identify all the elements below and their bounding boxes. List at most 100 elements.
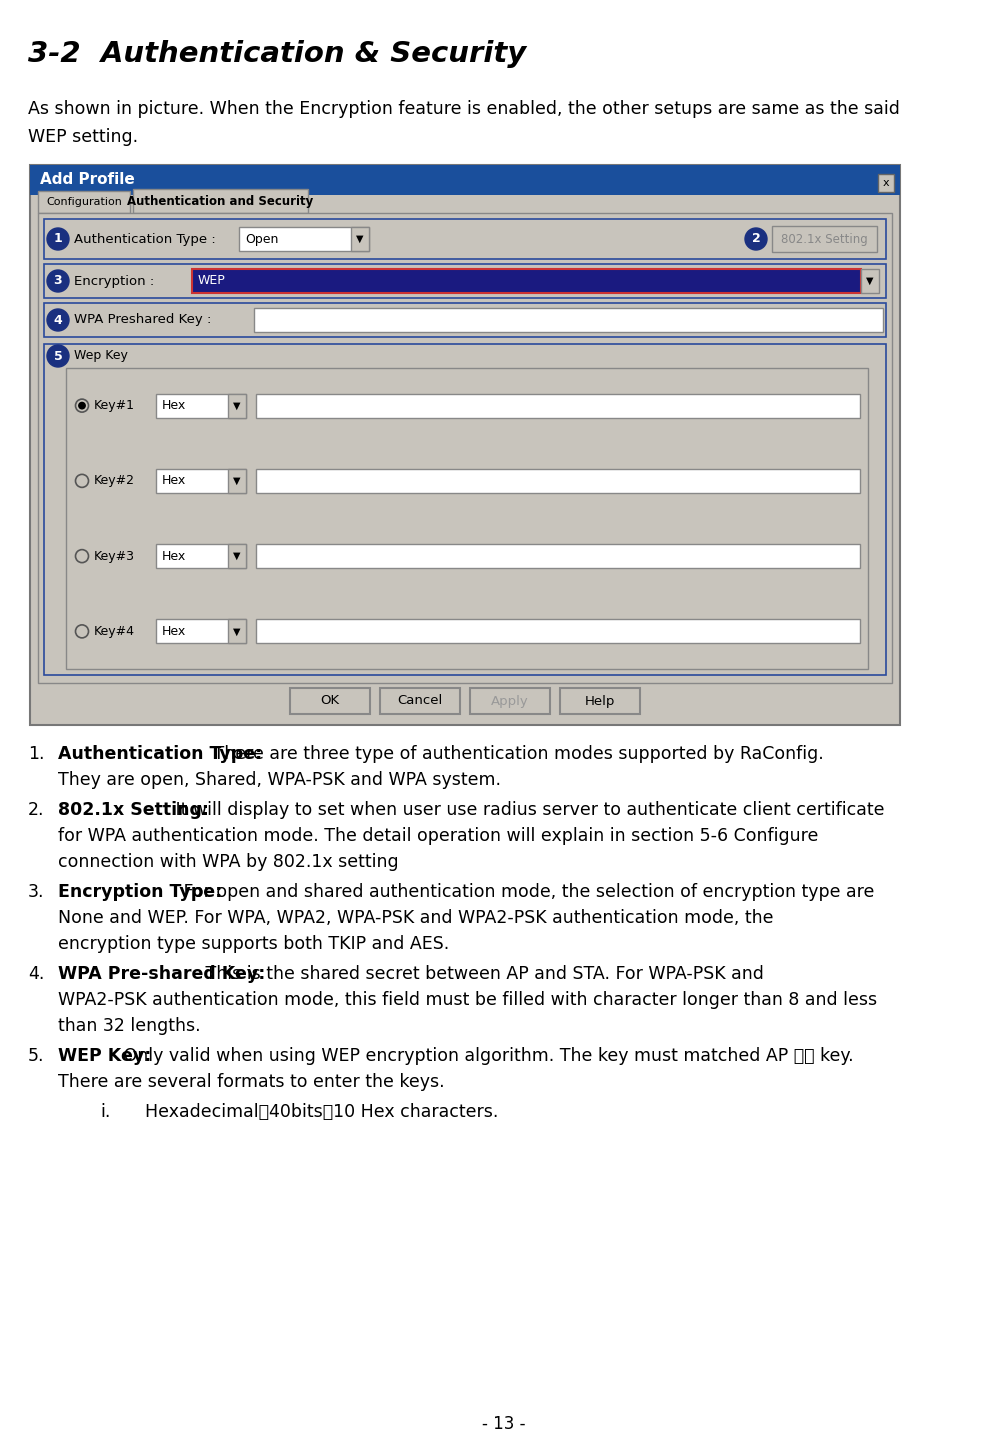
Text: 1.: 1. bbox=[28, 745, 44, 762]
Text: ▼: ▼ bbox=[866, 276, 874, 287]
Text: For open and shared authentication mode, the selection of encryption type are: For open and shared authentication mode,… bbox=[178, 883, 874, 901]
Text: Open: Open bbox=[245, 233, 278, 246]
FancyBboxPatch shape bbox=[156, 394, 246, 418]
Circle shape bbox=[76, 474, 89, 487]
FancyBboxPatch shape bbox=[228, 620, 246, 643]
Text: 4: 4 bbox=[53, 313, 62, 326]
Circle shape bbox=[745, 228, 767, 250]
Text: 3: 3 bbox=[53, 275, 62, 288]
Text: - 13 -: - 13 - bbox=[482, 1416, 526, 1433]
Text: Hex: Hex bbox=[162, 474, 186, 487]
Text: for WPA authentication mode. The detail operation will explain in section 5-6 Co: for WPA authentication mode. The detail … bbox=[58, 826, 818, 845]
FancyBboxPatch shape bbox=[30, 164, 900, 195]
FancyBboxPatch shape bbox=[30, 164, 900, 725]
Text: OK: OK bbox=[321, 694, 340, 707]
FancyBboxPatch shape bbox=[44, 220, 886, 259]
Text: connection with WPA by 802.1x setting: connection with WPA by 802.1x setting bbox=[58, 853, 398, 872]
Text: As shown in picture. When the Encryption feature is enabled, the other setups ar: As shown in picture. When the Encryption… bbox=[28, 100, 900, 118]
Circle shape bbox=[79, 403, 86, 409]
Text: encryption type supports both TKIP and AES.: encryption type supports both TKIP and A… bbox=[58, 936, 450, 953]
Text: Wep Key: Wep Key bbox=[74, 349, 128, 362]
Text: This is the shared secret between AP and STA. For WPA-PSK and: This is the shared secret between AP and… bbox=[201, 965, 764, 984]
Text: Cancel: Cancel bbox=[397, 694, 443, 707]
Text: Encryption Type:: Encryption Type: bbox=[58, 883, 222, 901]
Text: Key#3: Key#3 bbox=[94, 550, 135, 563]
Text: Only valid when using WEP encryption algorithm. The key must matched AP ＀　 key.: Only valid when using WEP encryption alg… bbox=[118, 1048, 854, 1065]
Circle shape bbox=[47, 308, 69, 330]
Text: WEP setting.: WEP setting. bbox=[28, 128, 138, 146]
Text: Authentication Type :: Authentication Type : bbox=[74, 233, 216, 246]
FancyBboxPatch shape bbox=[256, 620, 860, 643]
Text: 1: 1 bbox=[53, 233, 62, 246]
FancyBboxPatch shape bbox=[239, 227, 369, 252]
FancyBboxPatch shape bbox=[228, 469, 246, 493]
Text: 3.: 3. bbox=[28, 883, 44, 901]
Circle shape bbox=[47, 345, 69, 367]
Text: Hexadecimal、40bits：10 Hex characters.: Hexadecimal、40bits：10 Hex characters. bbox=[145, 1103, 498, 1120]
FancyBboxPatch shape bbox=[228, 394, 246, 418]
FancyBboxPatch shape bbox=[380, 688, 460, 714]
FancyBboxPatch shape bbox=[44, 263, 886, 298]
FancyBboxPatch shape bbox=[351, 227, 369, 252]
Text: ▼: ▼ bbox=[233, 626, 241, 636]
FancyBboxPatch shape bbox=[156, 469, 246, 493]
FancyBboxPatch shape bbox=[44, 303, 886, 338]
Text: Help: Help bbox=[585, 694, 615, 707]
Text: Key#4: Key#4 bbox=[94, 624, 135, 637]
Text: Encryption :: Encryption : bbox=[74, 275, 154, 288]
Text: Hex: Hex bbox=[162, 624, 186, 637]
Text: Hex: Hex bbox=[162, 399, 186, 412]
FancyBboxPatch shape bbox=[256, 394, 860, 418]
Text: ▼: ▼ bbox=[233, 551, 241, 562]
Text: Hex: Hex bbox=[162, 550, 186, 563]
Text: 2.: 2. bbox=[28, 802, 44, 819]
Text: 4.: 4. bbox=[28, 965, 44, 984]
Circle shape bbox=[76, 624, 89, 637]
FancyBboxPatch shape bbox=[560, 688, 640, 714]
Text: ▼: ▼ bbox=[233, 476, 241, 486]
Text: 3-2  Authentication & Security: 3-2 Authentication & Security bbox=[28, 39, 526, 68]
Text: ▼: ▼ bbox=[233, 400, 241, 410]
FancyBboxPatch shape bbox=[861, 269, 879, 292]
Text: WEP Key:: WEP Key: bbox=[58, 1048, 151, 1065]
Text: It will display to set when user use radius server to authenticate client certif: It will display to set when user use rad… bbox=[170, 802, 885, 819]
FancyBboxPatch shape bbox=[290, 688, 370, 714]
Circle shape bbox=[76, 550, 89, 563]
FancyBboxPatch shape bbox=[156, 620, 246, 643]
Text: 5.: 5. bbox=[28, 1048, 44, 1065]
Text: Authentication Type:: Authentication Type: bbox=[58, 745, 262, 762]
Text: There are three type of authentication modes supported by RaConfig.: There are three type of authentication m… bbox=[208, 745, 824, 762]
FancyBboxPatch shape bbox=[66, 368, 868, 669]
Text: 5: 5 bbox=[53, 349, 62, 362]
Text: Add Profile: Add Profile bbox=[40, 173, 135, 188]
Text: WPA Pre-shared Key:: WPA Pre-shared Key: bbox=[58, 965, 265, 984]
Text: WPA2-PSK authentication mode, this field must be filled with character longer th: WPA2-PSK authentication mode, this field… bbox=[58, 991, 877, 1008]
FancyBboxPatch shape bbox=[878, 175, 894, 192]
Text: Key#1: Key#1 bbox=[94, 399, 135, 412]
FancyBboxPatch shape bbox=[256, 544, 860, 567]
FancyBboxPatch shape bbox=[256, 469, 860, 493]
Circle shape bbox=[47, 228, 69, 250]
FancyBboxPatch shape bbox=[254, 308, 883, 332]
FancyBboxPatch shape bbox=[156, 544, 246, 567]
Text: There are several formats to enter the keys.: There are several formats to enter the k… bbox=[58, 1072, 445, 1091]
FancyBboxPatch shape bbox=[772, 226, 877, 252]
FancyBboxPatch shape bbox=[228, 544, 246, 567]
Text: Authentication and Security: Authentication and Security bbox=[127, 195, 313, 208]
FancyBboxPatch shape bbox=[192, 269, 861, 292]
FancyBboxPatch shape bbox=[470, 688, 550, 714]
Text: WEP: WEP bbox=[198, 275, 226, 288]
Text: Key#2: Key#2 bbox=[94, 474, 135, 487]
Text: Apply: Apply bbox=[491, 694, 529, 707]
FancyBboxPatch shape bbox=[44, 343, 886, 675]
Circle shape bbox=[76, 399, 89, 412]
Text: Configuration: Configuration bbox=[46, 196, 122, 207]
Text: 2: 2 bbox=[752, 233, 760, 246]
FancyBboxPatch shape bbox=[133, 189, 308, 212]
Text: They are open, Shared, WPA-PSK and WPA system.: They are open, Shared, WPA-PSK and WPA s… bbox=[58, 771, 501, 789]
FancyBboxPatch shape bbox=[38, 212, 892, 682]
Text: 802.1x Setting:: 802.1x Setting: bbox=[58, 802, 209, 819]
Text: i.: i. bbox=[100, 1103, 110, 1120]
Text: WPA Preshared Key :: WPA Preshared Key : bbox=[74, 313, 212, 326]
Text: than 32 lengths.: than 32 lengths. bbox=[58, 1017, 201, 1035]
